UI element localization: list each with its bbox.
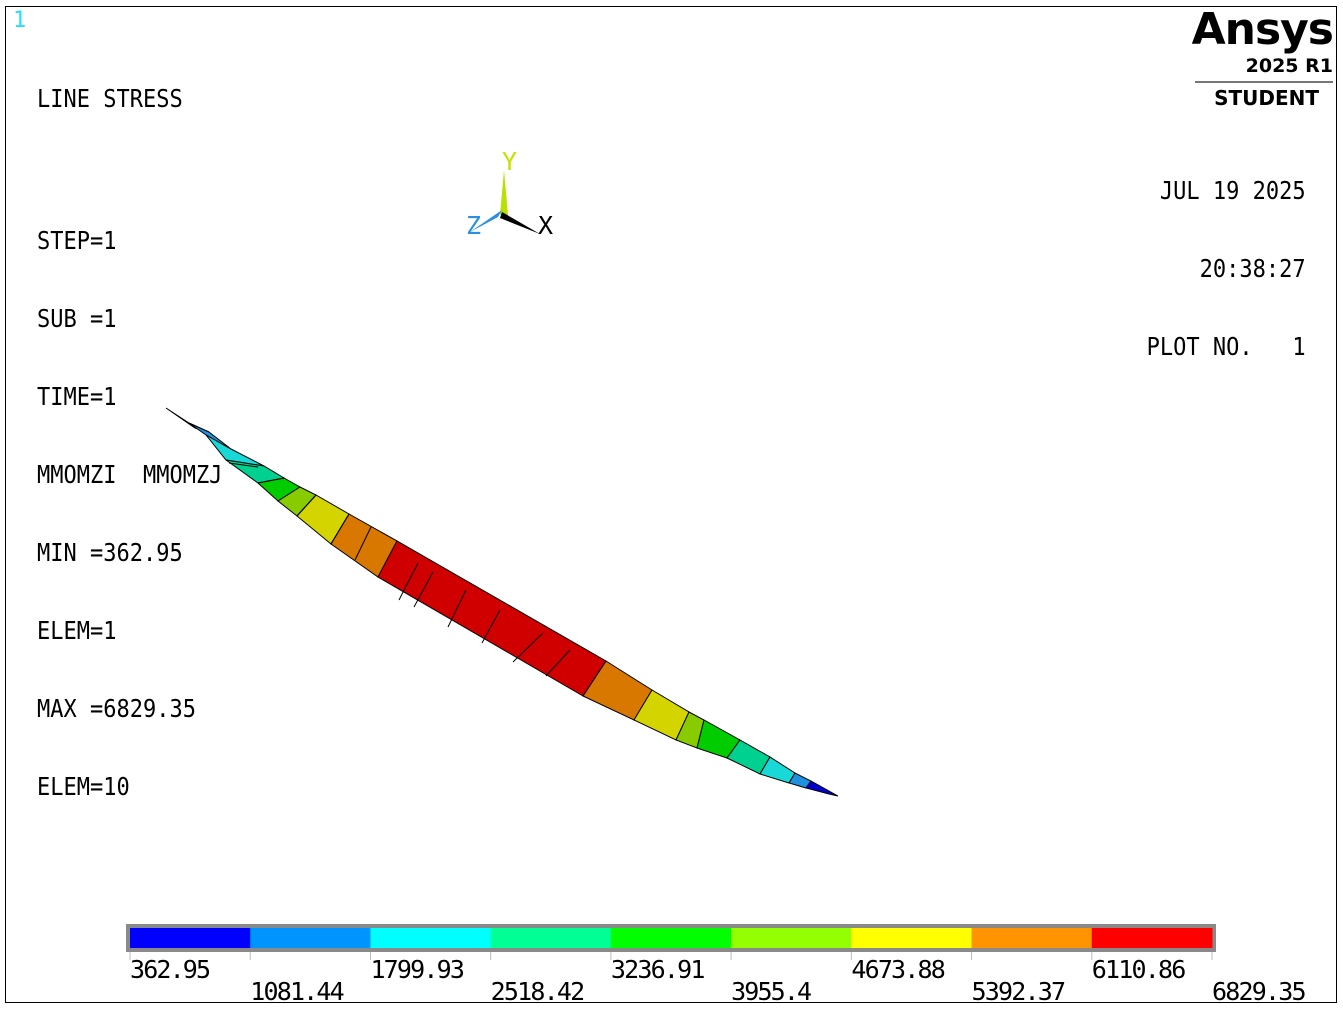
plot-header-right: JUL 19 2025 20:38:27 PLOT NO. 1 [1147,126,1306,386]
legend-swatch [250,928,371,948]
legend-swatch [130,928,251,948]
beam-moment-diagram [165,407,839,797]
substep-text: SUB =1 [37,304,117,333]
legend-swatch [851,928,973,948]
legend-tick-label: 362.95 [130,955,211,984]
triad-y-axis [500,170,508,215]
time-text: TIME=1 [37,382,117,411]
axis-triad: Y X Z [466,147,553,240]
legend-swatch [731,928,852,948]
beam-segment [165,407,210,433]
min-value: MIN =362.95 [37,538,183,567]
max-value: MAX =6829.35 [37,694,196,723]
legend-tick-label: 5392.37 [972,977,1067,1006]
legend-tick-label: 6110.86 [1092,955,1187,984]
min-element: ELEM=1 [37,616,117,645]
ansys-logo: Ansys 2025 R1 STUDENT [1183,4,1334,110]
plot-number: PLOT NO. 1 [1147,332,1306,361]
legend-tick-label: 6829.35 [1212,977,1307,1006]
legend-swatch [610,928,732,948]
plot-title: LINE STRESS [37,84,183,113]
logo-version: 2025 R1 [1245,55,1333,77]
legend-tick-label: 3955.4 [731,977,812,1006]
beam-segment [805,780,839,797]
max-element: ELEM=10 [37,772,130,801]
triad-z-label: Z [466,211,481,240]
legend-tick-label: 4673.88 [851,955,946,984]
triad-z-axis [470,210,502,232]
logo-name: Ansys [1191,4,1334,55]
plot-date: JUL 19 2025 [1160,176,1306,205]
legend-swatch [971,928,1093,948]
legend-tick-label: 1081.44 [250,977,345,1006]
element-divider-lines [228,462,607,697]
legend-swatch [370,928,492,948]
plot-time: 20:38:27 [1200,254,1306,283]
triad-y-label: Y [502,147,517,176]
beam-segment [377,540,607,697]
result-info-block: LINE STRESS STEP=1 SUB =1 TIME=1 MMOMZI … [37,34,222,826]
color-legend: 362.95 1081.44 1799.93 2518.42 3236.91 3955.4… [126,924,1307,1006]
legend-tick-label: 1799.93 [370,955,465,984]
legend-swatch [1091,928,1213,948]
logo-edition: STUDENT [1214,86,1319,110]
plot-frame [5,6,1337,1003]
triad-x-label: X [538,211,553,240]
logo-divider [1195,81,1333,83]
legend-tick-label: 3236.91 [611,955,706,984]
triad-x-axis [500,212,540,234]
legend-swatch [490,928,612,948]
window-number: 1 [13,8,27,33]
legend-tick-label: 2518.42 [491,977,585,1006]
items-text: MMOMZI MMOMZJ [37,460,223,489]
step-text: STEP=1 [37,226,117,255]
